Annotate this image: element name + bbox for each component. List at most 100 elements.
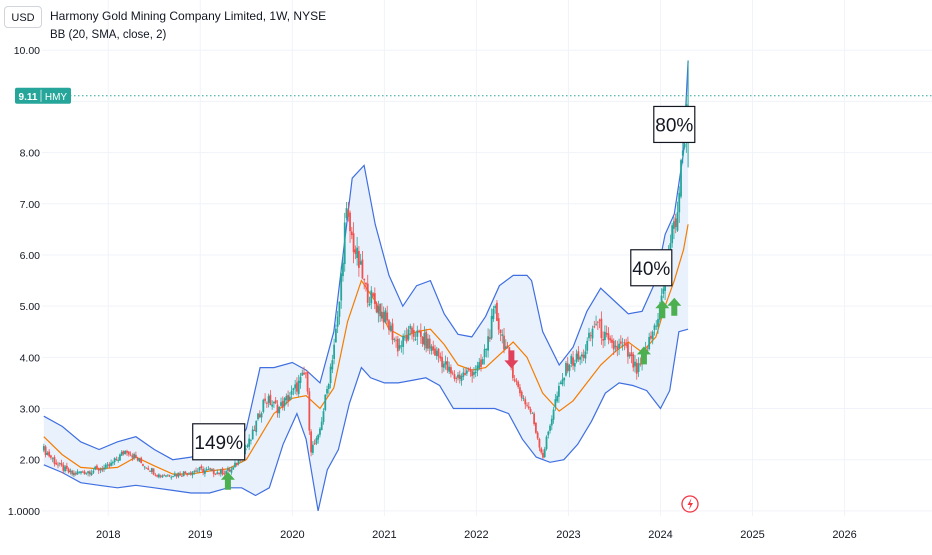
candle-body: [455, 378, 457, 379]
candle-body: [285, 396, 287, 400]
x-tick-label: 2022: [464, 529, 488, 541]
candle-body: [662, 289, 664, 294]
candle-body: [556, 396, 558, 401]
candle-body: [392, 323, 394, 340]
candle-body: [673, 221, 675, 229]
candle-body: [399, 345, 401, 348]
candle-body: [418, 331, 420, 332]
candle-body: [199, 467, 201, 470]
candle-body: [420, 331, 422, 336]
candle-body: [535, 423, 537, 433]
candle-body: [77, 471, 79, 474]
candle-body: [112, 462, 114, 463]
candle-body: [68, 469, 70, 473]
candle-body: [586, 341, 588, 351]
candle-body: [496, 303, 498, 321]
candle-body: [503, 336, 505, 350]
candle-body: [372, 293, 374, 296]
x-tick-label: 2019: [188, 529, 212, 541]
candle-body: [365, 283, 367, 285]
x-tick-label: 2018: [96, 529, 120, 541]
candle-body: [652, 332, 654, 339]
candle-body: [569, 365, 571, 371]
candle-body: [303, 373, 305, 375]
candle-body: [423, 333, 425, 345]
price-tag-symbol: HMY: [45, 92, 68, 103]
candle-body: [130, 455, 132, 456]
candle-body: [139, 459, 141, 462]
candle-body: [595, 324, 597, 325]
candle-body: [167, 475, 169, 476]
candle-body: [255, 421, 257, 432]
candle-body: [367, 284, 369, 303]
candle-body: [337, 317, 339, 327]
candle-body: [215, 474, 217, 475]
candle-body: [588, 333, 590, 338]
candle-body: [362, 259, 364, 278]
candle-body: [354, 249, 356, 254]
candle-body: [402, 336, 404, 347]
candle-body: [282, 401, 284, 408]
candle-body: [301, 373, 303, 376]
candle-body: [294, 384, 296, 388]
candle-body: [678, 193, 680, 213]
candle-body: [174, 474, 176, 477]
candle-body: [84, 471, 86, 474]
candle-body: [485, 349, 487, 350]
candle-body: [406, 335, 408, 341]
y-tick-label: 7.00: [20, 199, 41, 211]
candle-body: [317, 435, 319, 440]
candle-body: [374, 293, 376, 304]
event-marker[interactable]: [682, 496, 698, 512]
candle-body: [480, 359, 482, 366]
candle-body: [344, 222, 346, 264]
candle-body: [289, 397, 291, 400]
price-tag[interactable]: 9.11 HMY: [15, 88, 71, 104]
candle-body: [583, 355, 585, 358]
x-tick-label: 2020: [280, 529, 304, 541]
candle-body: [560, 383, 562, 384]
candle-body: [383, 312, 385, 323]
candle-body: [353, 233, 355, 252]
candle-body: [468, 368, 470, 369]
candle-body: [78, 472, 80, 473]
indicator-label[interactable]: BB (20, SMA, close, 2): [50, 29, 166, 41]
candle-body: [627, 343, 629, 356]
candle-body: [277, 405, 279, 413]
candle-body: [634, 362, 636, 367]
candle-body: [602, 339, 604, 341]
candle-body: [200, 466, 202, 468]
candle-body: [222, 469, 224, 475]
candle-body: [473, 372, 475, 375]
currency-button[interactable]: USD: [4, 6, 42, 28]
candle-body: [528, 407, 530, 409]
candle-body: [135, 455, 137, 458]
candle-body: [206, 469, 208, 470]
candle-body: [432, 346, 434, 350]
candle-body: [427, 339, 429, 349]
candle-body: [153, 468, 155, 474]
candle-body: [609, 338, 611, 340]
candle-body: [96, 466, 98, 468]
candle-body: [600, 319, 602, 338]
candle-body: [300, 377, 302, 383]
candle-body: [547, 432, 549, 436]
candle-body: [554, 399, 556, 407]
candle-body: [684, 144, 686, 147]
candle-body: [611, 340, 613, 343]
candle-body: [553, 410, 555, 420]
candle-body: [436, 351, 438, 356]
candle-body: [593, 326, 595, 327]
candle-body: [507, 346, 509, 347]
candle-body: [544, 449, 546, 457]
candle-body: [657, 319, 659, 327]
candle-body: [66, 466, 68, 469]
candle-body: [369, 304, 371, 305]
candle-body: [471, 371, 473, 376]
candle-body: [517, 382, 519, 387]
candle-body: [89, 471, 91, 474]
candle-body: [615, 346, 617, 348]
candle-body: [422, 337, 424, 344]
